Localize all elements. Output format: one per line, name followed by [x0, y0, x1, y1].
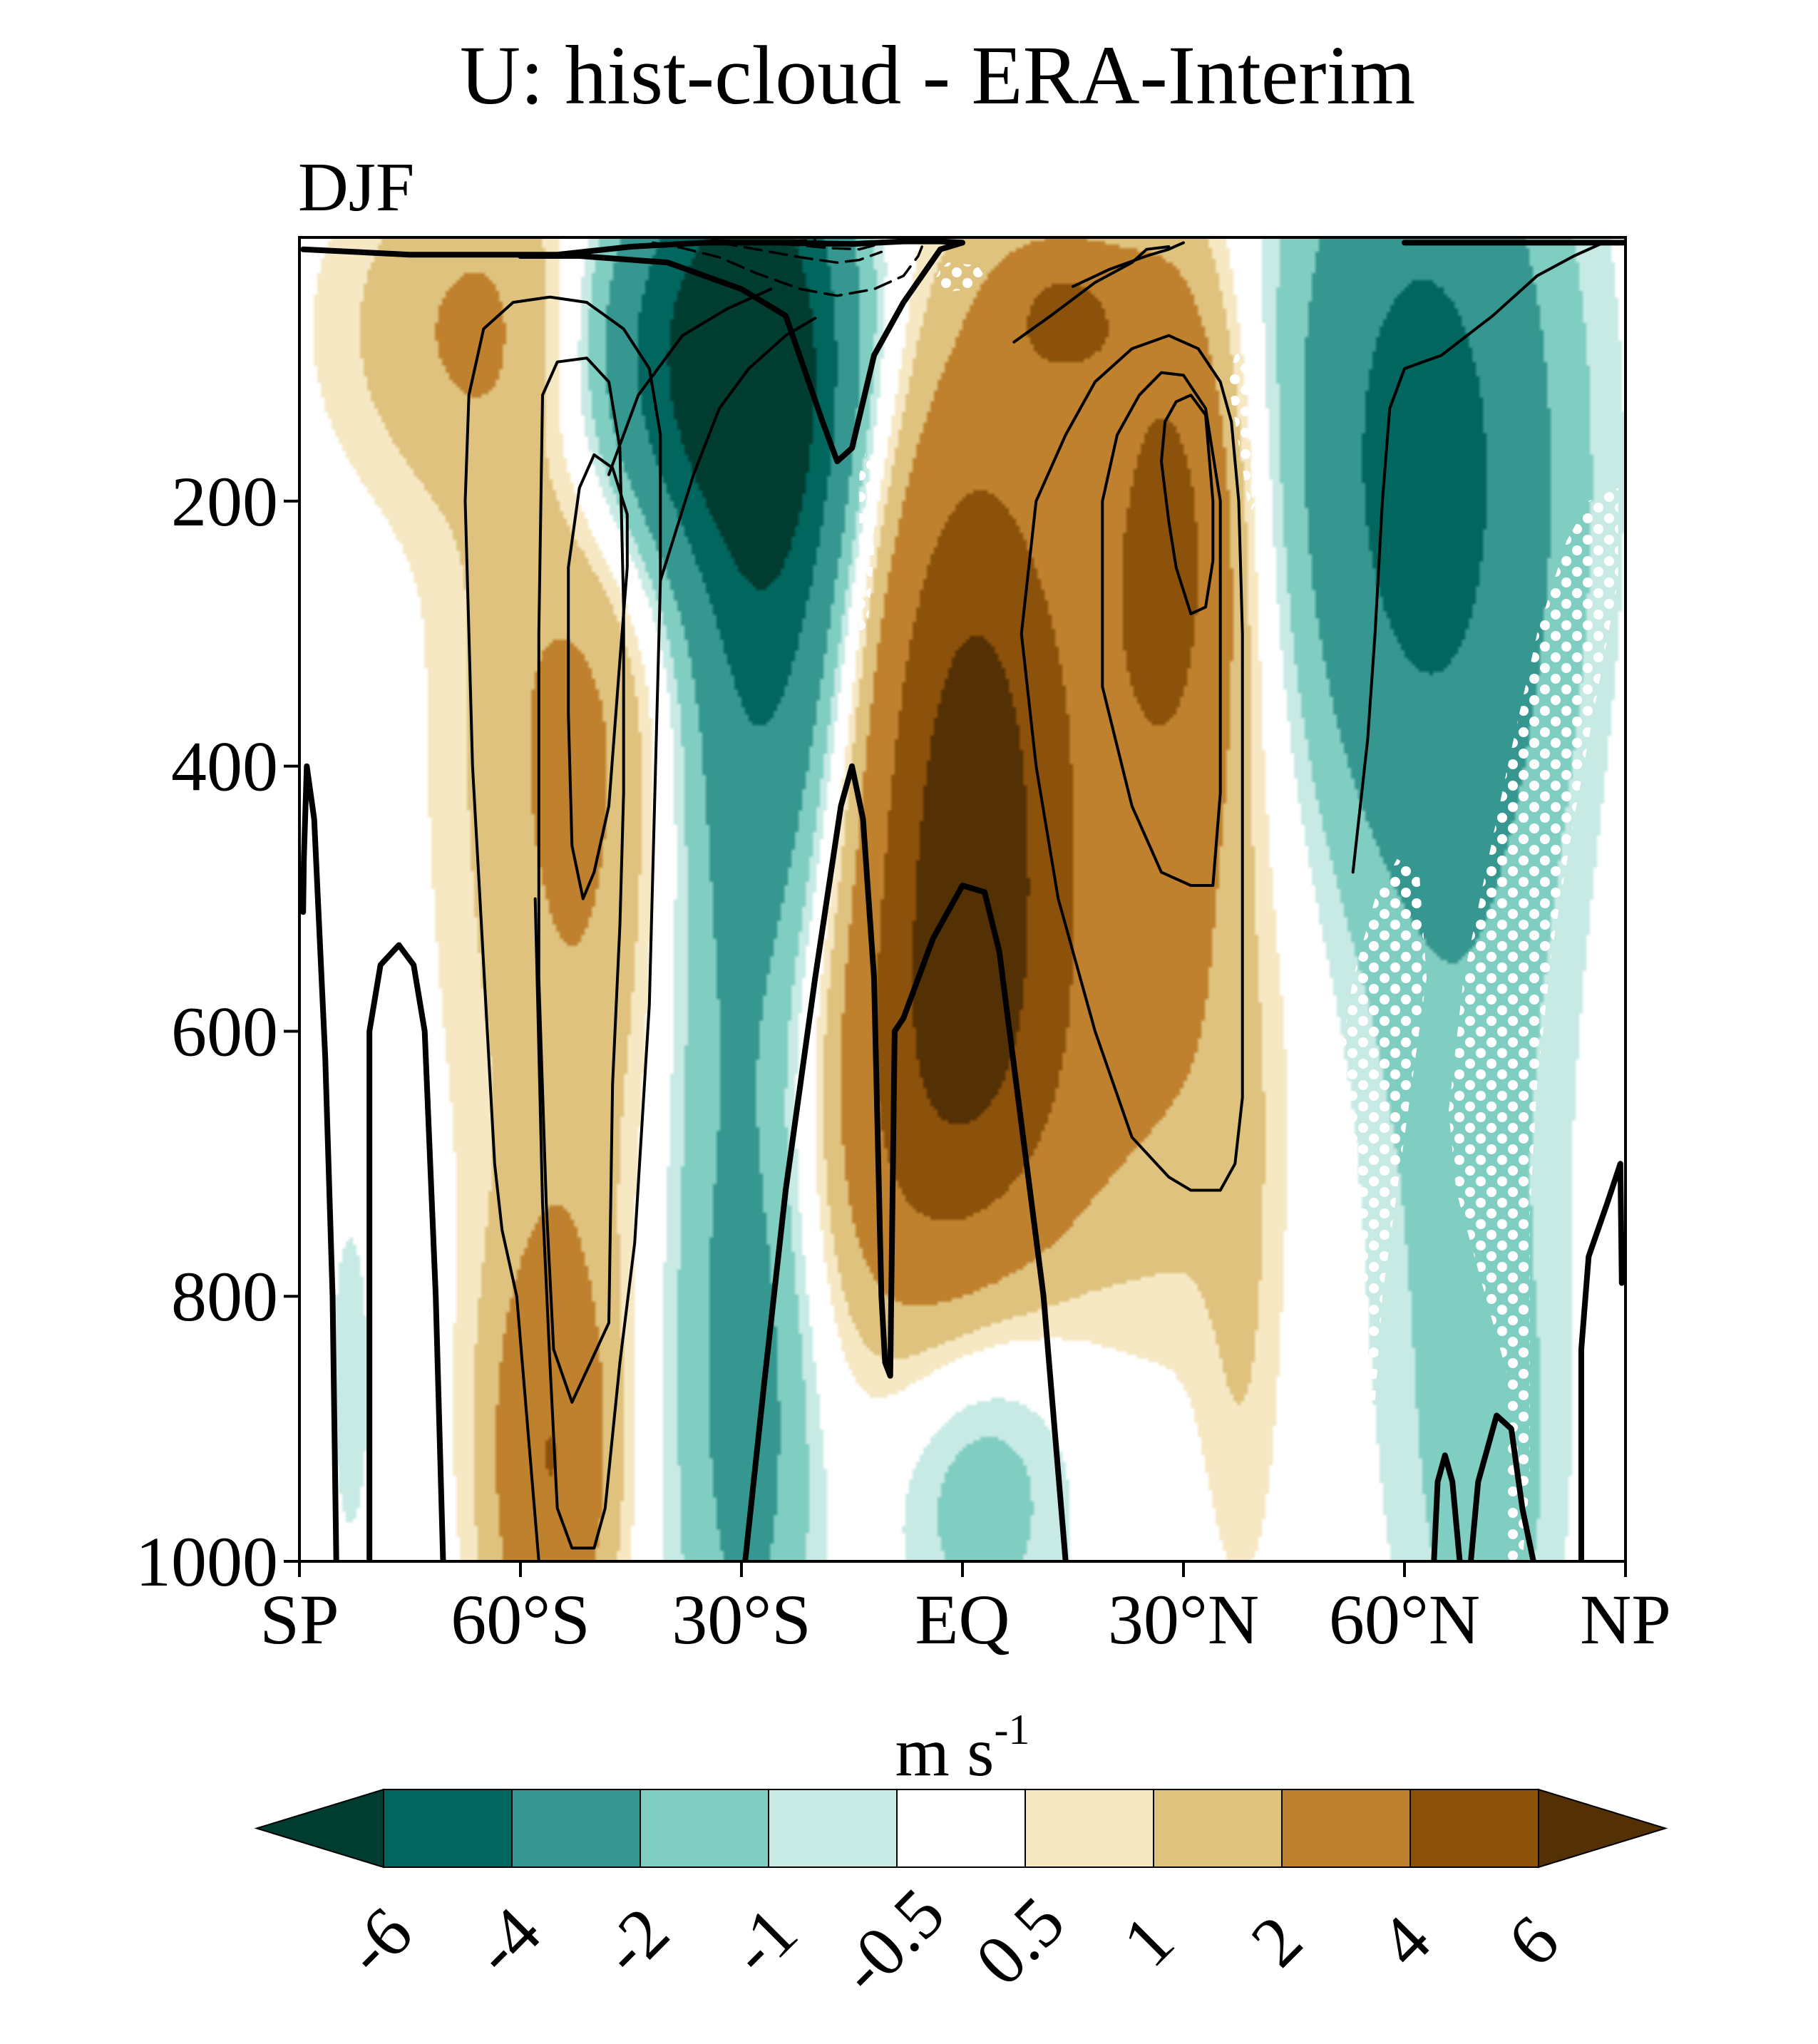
colorbar-box [768, 1789, 898, 1868]
contour-negative-line [754, 240, 875, 251]
y-tick-label: 1000 [135, 1522, 278, 1601]
contour-positive-line [567, 453, 629, 900]
contour-zero-line [742, 763, 1069, 1561]
x-tick-label: NP [1580, 1580, 1671, 1659]
colorbar-box [1409, 1789, 1539, 1868]
colorbar-units-main: m s [895, 1714, 995, 1791]
contour-zero-line [1468, 1412, 1536, 1561]
colorbar-tick-label: -6 [329, 1892, 427, 1990]
colorbar-box [1024, 1789, 1154, 1868]
stipple-region [859, 448, 874, 634]
colorbar-extend-high [1538, 1788, 1668, 1869]
colorbar-tick-label: 1 [1108, 1901, 1189, 1982]
y-tick-label: 800 [171, 1257, 278, 1336]
x-tick-label: 30°N [1108, 1580, 1259, 1659]
y-tick-label: 200 [171, 462, 278, 541]
contour-zero-line [366, 942, 446, 1561]
x-tick-label: 60°N [1329, 1580, 1480, 1659]
colorbar-tick-label: 0.5 [960, 1881, 1079, 2001]
colorbar-extend-low [254, 1788, 384, 1869]
colorbar-box [896, 1789, 1026, 1868]
chart-title: U: hist-cloud - ERA-Interim [460, 29, 1415, 122]
colorbar-units-label: m s-1 [895, 1706, 1030, 1791]
colorbar-tick-label: -4 [458, 1892, 555, 1990]
colorbar-tick-label: -0.5 [823, 1873, 959, 2008]
x-axis: SP 60°S 30°S EQ 30°N 60°N NP [260, 1561, 1671, 1659]
contour-positive-line [1072, 241, 1185, 288]
colorbar-box [1153, 1789, 1283, 1868]
contour-positive-line [1160, 394, 1215, 615]
colorbar-boxes [254, 1788, 1668, 1869]
colorbar-tick-label: 6 [1493, 1901, 1574, 1982]
colorbar-tick-label: -1 [714, 1892, 812, 1990]
contour-positive-line [463, 295, 662, 1561]
y-tick-label: 600 [171, 992, 278, 1071]
significance-stippling [859, 262, 1618, 1561]
colorbar-box [1281, 1789, 1411, 1868]
colorbar-box [383, 1789, 513, 1868]
x-tick-label: 30°S [672, 1580, 811, 1659]
plot-area [298, 236, 1627, 1563]
season-label: DJF [298, 149, 414, 226]
colorbar-box [511, 1789, 641, 1868]
x-tick-label: 60°S [451, 1580, 590, 1659]
stipple-region [1449, 488, 1618, 1561]
colorbar-box [640, 1789, 769, 1868]
contour-negative-line [652, 241, 923, 297]
contour-positive-line [1020, 334, 1244, 1192]
colorbar-units-exponent: -1 [994, 1706, 1029, 1753]
stipple-region [1228, 341, 1265, 515]
contour-negative-line [710, 238, 817, 243]
anomaly-field [299, 237, 1626, 1561]
y-axis: 200 400 600 800 1000 [135, 462, 299, 1601]
x-tick-label: SP [260, 1580, 339, 1659]
stipple-region [1330, 858, 1427, 1561]
climatology-contours [300, 238, 1626, 1561]
y-tick-label: 400 [171, 727, 278, 806]
colorbar: m s-1 -6 -4 -2 -1 -0.5 0.5 1 2 4 6 [254, 1706, 1668, 2009]
colorbar-tick-labels: -6 -4 -2 -1 -0.5 0.5 1 2 4 6 [329, 1873, 1574, 2008]
contour-zero-line [300, 763, 339, 1561]
contour-positive-line [1012, 245, 1171, 344]
stipple-region [933, 262, 985, 292]
contour-positive-line [1101, 371, 1222, 887]
contour-positive-line [537, 356, 625, 1404]
x-tick-label: EQ [915, 1580, 1010, 1659]
contour-positive-line [659, 317, 817, 582]
colorbar-tick-label: -2 [586, 1892, 684, 1990]
contour-negative-line [718, 241, 883, 265]
colorbar-tick-label: 4 [1365, 1901, 1446, 1982]
contour-positive-line [1351, 241, 1605, 874]
contour-zero-line [1578, 1161, 1625, 1561]
colorbar-tick-label: 2 [1236, 1901, 1318, 1982]
contour-zero-line [300, 238, 965, 465]
contour-zero-line [1431, 1452, 1463, 1561]
contour-positive-line [607, 287, 773, 476]
